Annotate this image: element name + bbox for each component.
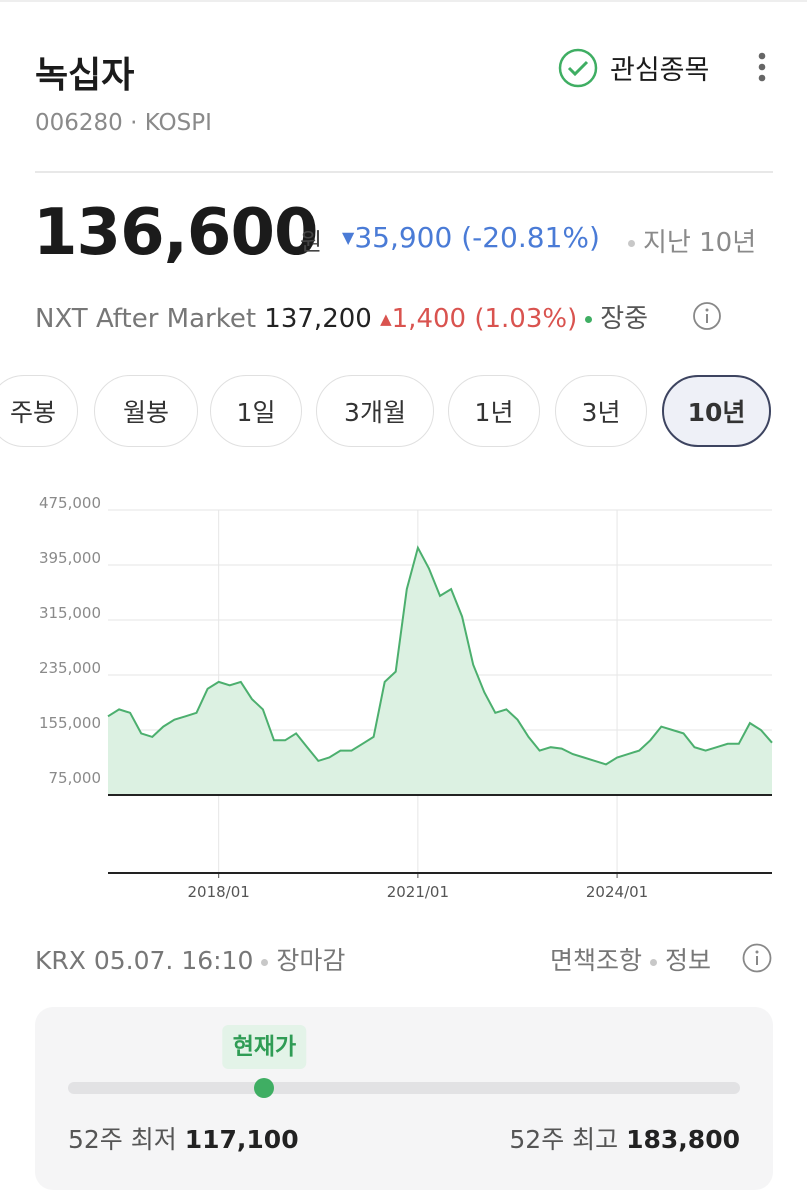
info[interactable]: 정보 (665, 946, 712, 975)
change-percent: (-20.81%) (461, 221, 600, 254)
x-tick-label: 2024/01 (586, 883, 648, 901)
watch-label[interactable]: 관심종목 (610, 55, 710, 86)
range-box (35, 1007, 773, 1190)
watch-icon[interactable] (557, 47, 599, 89)
stock-code: 006280 · KOSPI (35, 110, 212, 136)
price-unit: 원 (300, 228, 323, 256)
current-badge: 현재가 (222, 1025, 307, 1069)
after-market-label: NXT After Market (35, 304, 257, 334)
high-label: 52주 최고 (509, 1125, 619, 1154)
period-tab[interactable]: 월봉 (94, 375, 198, 447)
after-market-change: 1,400 (391, 304, 467, 334)
top-edge (0, 0, 807, 2)
after-market-percent: (1.03%) (474, 304, 578, 334)
low-52w: 52주 최저 117,100 (68, 1120, 299, 1156)
y-tick-label: 75,000 (49, 769, 102, 787)
divider (35, 171, 773, 173)
change-value: 35,900 (354, 221, 453, 254)
x-tick-label: 2018/01 (188, 883, 250, 901)
period: 지난 10년 (620, 222, 756, 259)
time: 05.07. 16:10 (93, 946, 254, 975)
period-text: 지난 10년 (643, 228, 757, 258)
period-tab[interactable]: 1일 (210, 375, 302, 447)
y-tick-label: 155,000 (39, 714, 101, 732)
period-tab[interactable]: 주봉 (0, 375, 78, 447)
low-value: 117,100 (184, 1125, 299, 1154)
info-icon[interactable] (692, 301, 722, 331)
y-tick-label: 315,000 (39, 604, 101, 622)
current-marker (254, 1078, 275, 1098)
price-change: ▼35,900 (-20.81%) (342, 221, 600, 254)
price-line (107, 545, 773, 766)
period-tab[interactable]: 1년 (448, 375, 540, 447)
menu-button[interactable] (752, 50, 772, 84)
footer-left: KRX 05.07. 16:10 장마감 (35, 941, 345, 977)
period-tab[interactable]: 3년 (555, 375, 647, 447)
period-tab[interactable]: 10년 (662, 375, 771, 447)
period-tab[interactable]: 3개월 (316, 375, 434, 447)
y-tick-label: 235,000 (39, 659, 101, 677)
disclaimer[interactable]: 면책조항 (550, 946, 643, 975)
after-market: NXT After Market 137,200 ▲1,400 (1.03%) 장… (35, 304, 649, 334)
stock-name: 녹십자 (35, 55, 135, 96)
y-tick-label: 395,000 (39, 549, 101, 567)
y-tick-label: 475,000 (39, 494, 101, 512)
price-chart: 75,000 155,000 235,000 315,000 395,000 475,00… (39, 494, 773, 901)
high-52w: 52주 최고 183,800 (509, 1120, 740, 1156)
price-area (108, 547, 772, 795)
info-icon-2[interactable] (741, 942, 773, 974)
range-track (68, 1082, 740, 1094)
price: 136,600 (33, 196, 318, 270)
footer-right: 면책조항 정보 (550, 941, 711, 977)
exchange: KRX (35, 946, 86, 975)
high-value: 183,800 (626, 1125, 740, 1154)
after-market-status: 장중 (600, 304, 649, 334)
market-status: 장마감 (276, 946, 346, 975)
low-label: 52주 최저 (68, 1125, 177, 1154)
after-market-price: 137,200 (264, 304, 372, 334)
x-tick-label: 2021/01 (387, 883, 449, 901)
